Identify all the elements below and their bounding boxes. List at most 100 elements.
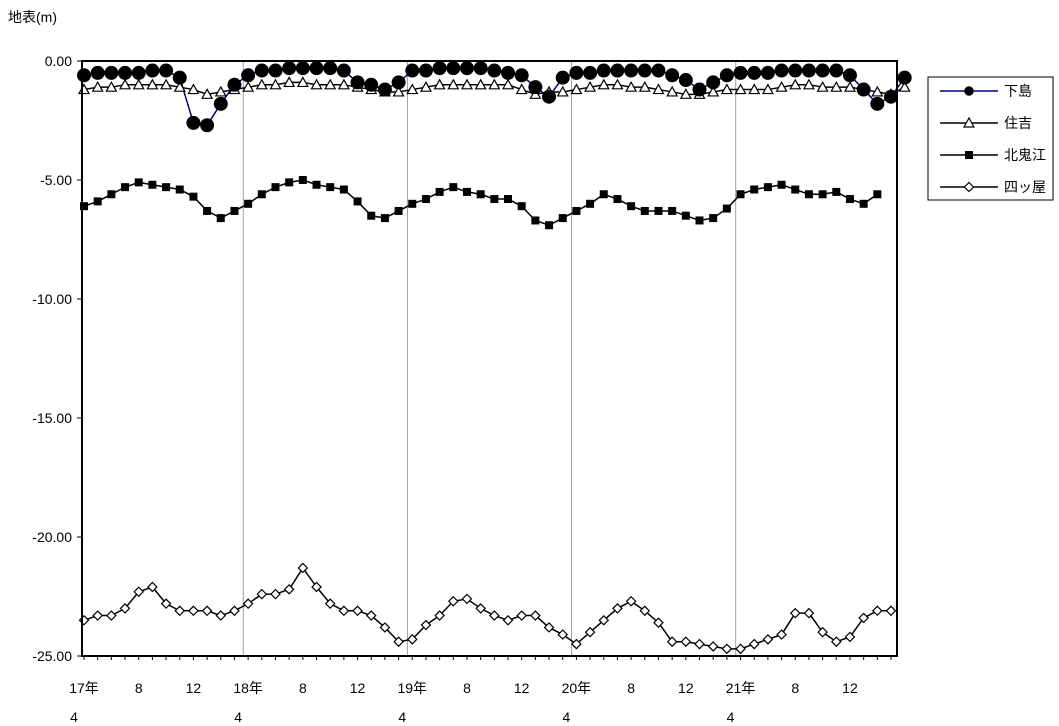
data-point [459, 61, 474, 76]
data-point [146, 78, 159, 90]
data-point [285, 178, 294, 187]
data-point [446, 61, 461, 76]
data-point [257, 190, 266, 199]
data-point [323, 61, 338, 76]
data-point [719, 68, 734, 83]
data-point [352, 605, 363, 617]
data-point [557, 629, 569, 640]
data-point [637, 63, 652, 78]
data-point [254, 63, 269, 78]
data-point [627, 202, 636, 211]
data-point [132, 78, 145, 90]
data-point [353, 197, 362, 206]
data-point [610, 63, 625, 78]
data-point [651, 63, 666, 78]
x-tick-label: 12 [842, 680, 858, 696]
data-point [789, 607, 801, 619]
legend-box [927, 76, 1054, 201]
data-point [736, 190, 745, 199]
data-point [762, 633, 774, 645]
x-tick-sublabel: 4 [398, 709, 406, 725]
data-point [599, 190, 608, 199]
x-tick-label: 17年 [69, 680, 99, 696]
data-point [763, 183, 772, 192]
data-point [871, 85, 884, 97]
data-point [666, 636, 678, 648]
plot-area: 0.00 -5.00 -10.00 -15.00 -20.00 -25.00 17年 4 8 12… [32, 53, 912, 725]
data-point [298, 176, 307, 184]
data-point [871, 605, 883, 617]
data-point [638, 80, 651, 92]
data-point [748, 83, 761, 95]
legend-marker [964, 86, 974, 96]
data-point [244, 199, 253, 208]
data-point [845, 195, 854, 204]
data-point [804, 190, 813, 199]
data-point [517, 202, 526, 211]
data-point [475, 603, 487, 614]
data-point [694, 638, 705, 650]
data-point [377, 82, 392, 97]
x-tick-sublabel: 4 [563, 709, 571, 725]
x-tick-label: 21年 [726, 680, 756, 696]
data-point [750, 185, 759, 194]
data-point [93, 197, 102, 206]
data-point [119, 603, 131, 614]
x-tick-sublabel: 4 [234, 709, 242, 725]
data-point [105, 80, 118, 92]
data-point [295, 61, 310, 76]
data-point [131, 65, 146, 80]
data-point [405, 63, 420, 78]
data-point [476, 190, 485, 199]
data-point [788, 63, 803, 78]
data-point [312, 180, 321, 189]
data-point [761, 83, 774, 95]
data-point [816, 80, 829, 92]
data-point [624, 63, 639, 78]
data-point [310, 78, 323, 90]
data-point [338, 605, 350, 617]
x-tick-label: 20年 [562, 680, 592, 696]
data-point [406, 633, 418, 645]
data-point [830, 80, 843, 92]
data-point [268, 63, 283, 78]
data-point [203, 206, 212, 215]
data-point [542, 89, 557, 104]
data-point [420, 619, 432, 631]
data-point [678, 73, 693, 88]
data-point [695, 216, 704, 225]
data-point [490, 195, 499, 204]
data-point [256, 588, 268, 600]
data-point [586, 199, 595, 208]
data-point [408, 199, 417, 208]
x-tick-label: 12 [350, 680, 366, 696]
data-point [653, 617, 664, 629]
data-point [502, 614, 514, 626]
legend-marker [963, 181, 975, 193]
data-point [297, 562, 309, 574]
data-point [216, 214, 225, 223]
y-axis-title: 地表(m) [8, 9, 57, 25]
data-point [583, 65, 598, 80]
data-point [884, 89, 898, 104]
data-point [611, 78, 624, 90]
x-tick-sublabel: 4 [727, 709, 735, 725]
data-point [391, 75, 406, 90]
data-point [324, 78, 337, 90]
data-point [447, 78, 460, 90]
data-point [709, 214, 718, 223]
data-point [213, 96, 228, 111]
data-point [121, 183, 130, 192]
y-tick-label: -25.00 [32, 648, 72, 664]
data-point [692, 82, 707, 97]
data-point [652, 83, 665, 95]
data-point [270, 588, 281, 600]
data-point [148, 180, 157, 189]
data-point [242, 598, 254, 609]
x-tick-label: 12 [186, 680, 202, 696]
y-tick-label: 0.00 [45, 53, 72, 69]
data-point [107, 190, 116, 199]
legend-marker [965, 151, 973, 159]
data-point [569, 65, 584, 80]
data-point [856, 82, 871, 97]
